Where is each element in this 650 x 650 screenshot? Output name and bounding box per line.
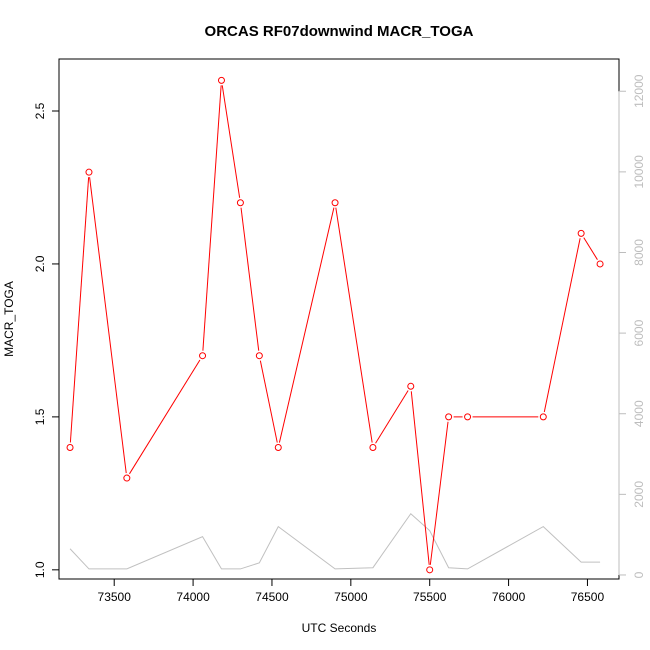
- series-primary-point: [407, 382, 415, 390]
- x-tick-label: 74000: [176, 590, 210, 604]
- x-tick-label: 76000: [492, 590, 526, 604]
- series-primary-segment: [129, 359, 201, 475]
- series-primary-segment: [202, 85, 222, 351]
- series-primary-segment: [583, 237, 598, 260]
- series-primary-point: [255, 352, 263, 360]
- chart-title: ORCAS RF07downwind MACR_TOGA: [205, 23, 474, 40]
- series-primary-point: [464, 413, 472, 421]
- series-primary-point: [539, 413, 547, 421]
- x-axis: 73500 74000 74500 75000 75500 76000 76500: [98, 578, 605, 604]
- y-tick-label: 1.0: [33, 561, 47, 578]
- series-primary-point: [236, 199, 244, 207]
- y-axis: 1.0 1.5 2.0 2.5: [33, 102, 60, 578]
- series-primary-segment: [543, 238, 581, 413]
- series-primary-point: [331, 199, 339, 207]
- series-primary-segment: [69, 177, 90, 443]
- series-primary-segment: [89, 177, 127, 474]
- series-primary-segment: [429, 421, 449, 565]
- series-primary-segment: [278, 207, 335, 443]
- series-primary-segment: [240, 207, 260, 351]
- series-group: [66, 76, 604, 574]
- y-tick-label: 2.5: [33, 102, 47, 119]
- y-tick-label: 2.0: [33, 255, 47, 272]
- series-primary-point: [66, 443, 74, 451]
- series-primary-segment: [335, 207, 373, 443]
- x-axis-title: UTC Seconds: [302, 621, 377, 635]
- series-primary-segment: [410, 391, 430, 565]
- y2-tick-label: 4000: [632, 400, 646, 427]
- x-tick-label: 74500: [255, 590, 289, 604]
- series-primary-point: [426, 566, 434, 574]
- series-primary-point: [369, 443, 377, 451]
- y2-tick-label: 2000: [632, 481, 646, 508]
- y-tick-label: 1.5: [33, 408, 47, 425]
- y2-tick-label: 12000: [632, 74, 646, 108]
- y2-tick-label: 6000: [632, 319, 646, 346]
- series-primary-point: [85, 168, 93, 176]
- x-tick-label: 76500: [571, 590, 605, 604]
- series-primary-point: [274, 443, 282, 451]
- y2-tick-label: 10000: [632, 155, 646, 189]
- series-primary-segment: [259, 360, 278, 443]
- y2-tick-label: 8000: [632, 239, 646, 266]
- x-tick-label: 73500: [98, 590, 132, 604]
- series-primary-point: [217, 76, 225, 84]
- series-primary-point: [123, 474, 131, 482]
- x-tick-label: 75500: [413, 590, 447, 604]
- series-primary-point: [596, 260, 604, 268]
- x-tick-label: 75000: [334, 590, 368, 604]
- y2-tick-label: 0: [632, 571, 646, 578]
- y2-axis-right: 0 2000 4000 6000 8000 10000 12000: [618, 74, 646, 578]
- series-primary-point: [577, 229, 585, 237]
- series-primary-segment: [221, 85, 241, 198]
- y-axis-title: MACR_TOGA: [2, 281, 16, 357]
- series-primary-point: [445, 413, 453, 421]
- series-primary-point: [199, 352, 207, 360]
- series-primary-segment: [375, 390, 409, 444]
- series-secondary-line: [69, 512, 601, 570]
